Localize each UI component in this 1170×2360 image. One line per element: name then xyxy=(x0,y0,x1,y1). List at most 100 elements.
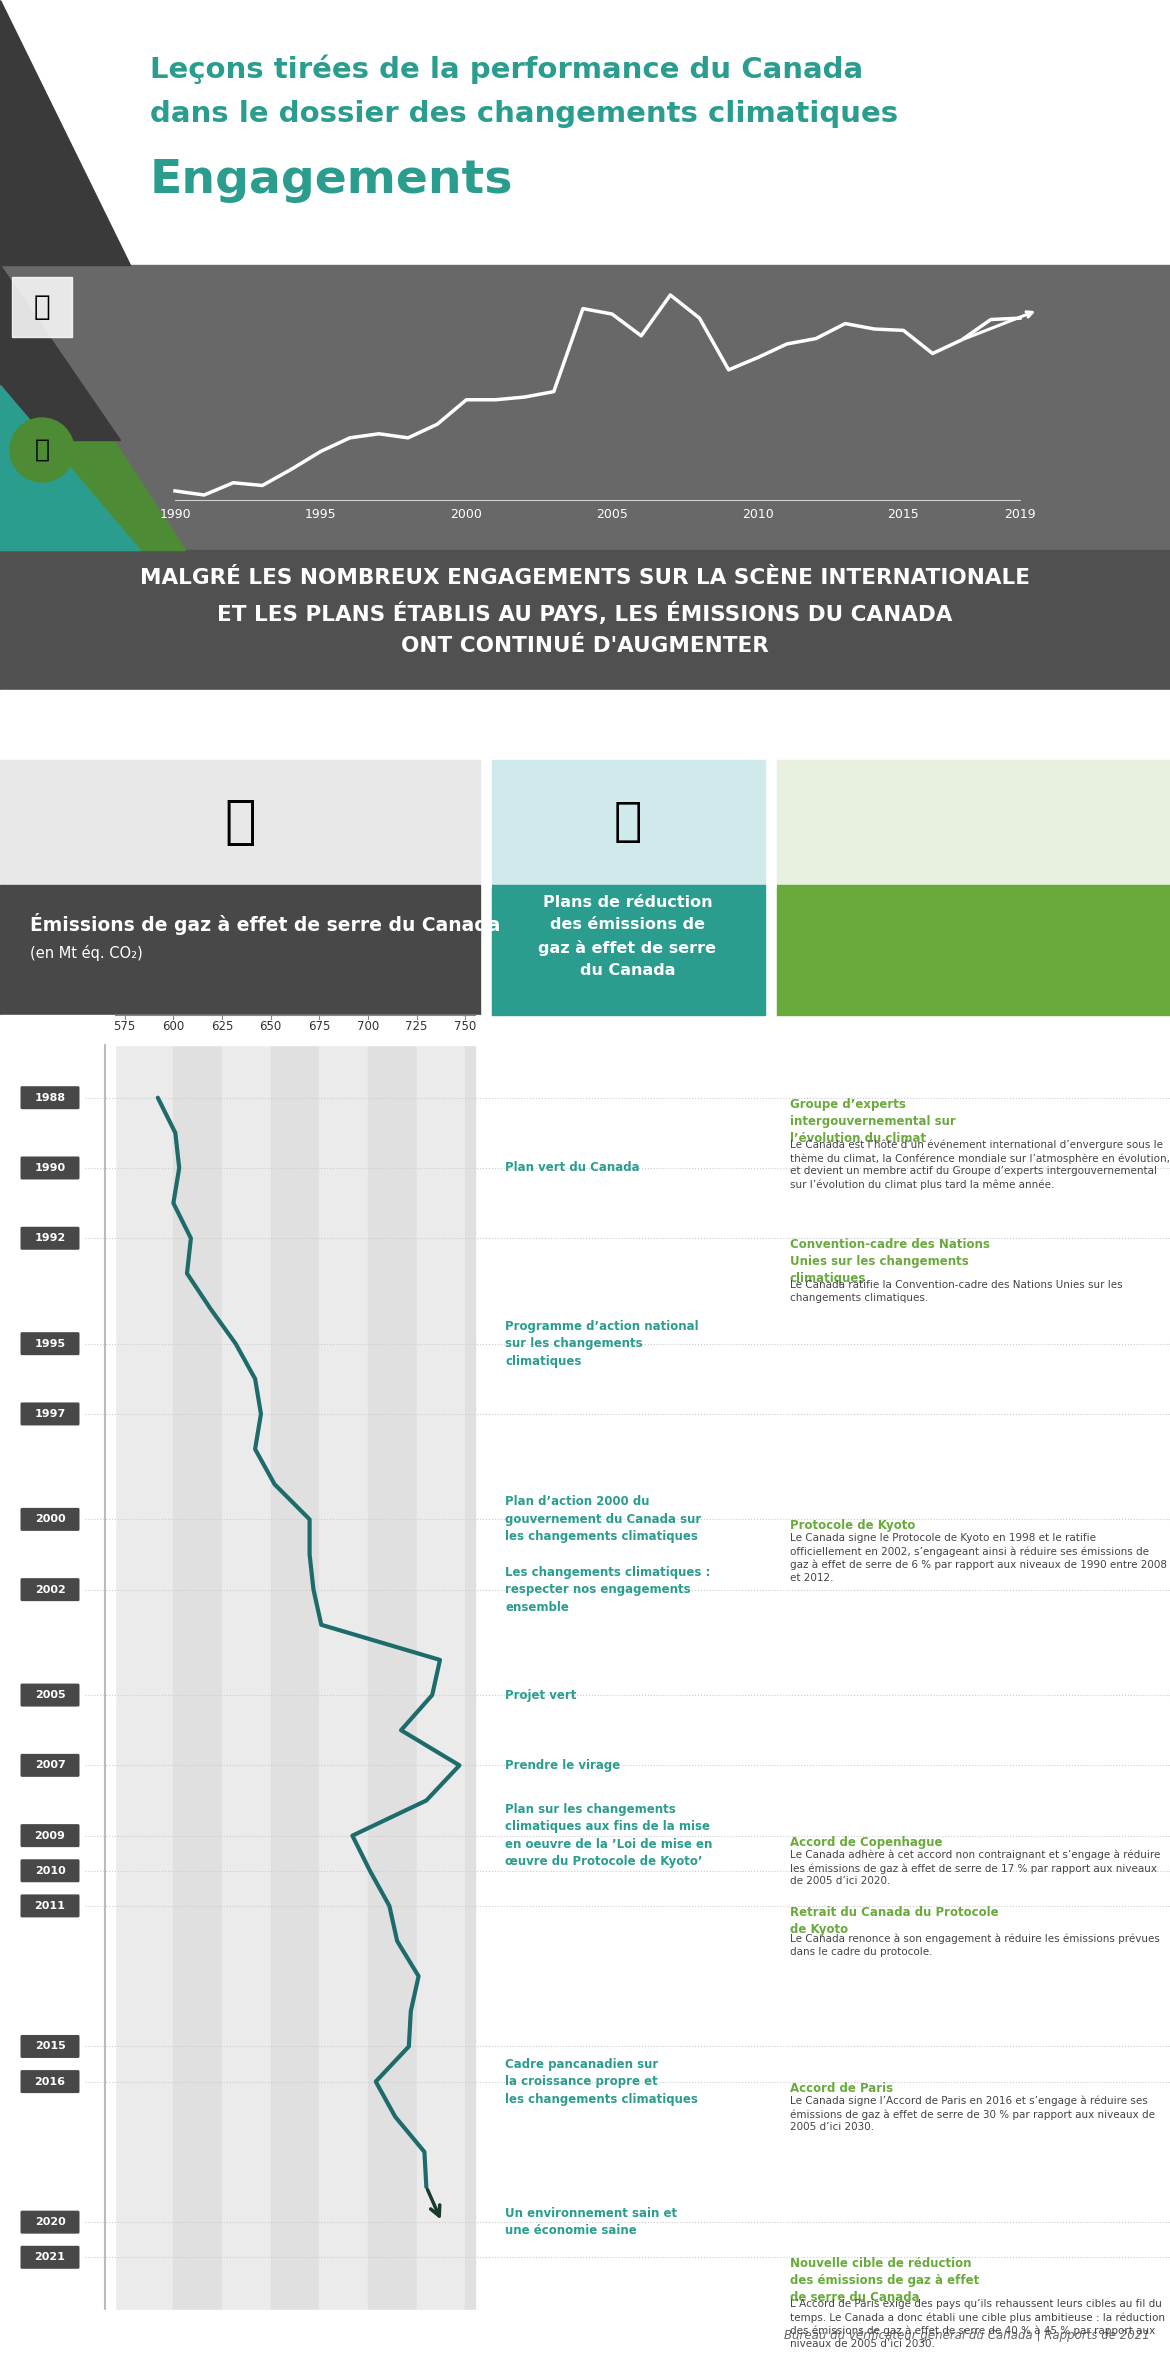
Bar xyxy=(115,1045,125,2310)
Text: 650: 650 xyxy=(260,1020,282,1034)
Text: Un environnement sain et
une économie saine: Un environnement sain et une économie sa… xyxy=(505,2207,677,2237)
Text: ONT CONTINUÉ D'AUGMENTER: ONT CONTINUÉ D'AUGMENTER xyxy=(401,635,769,656)
FancyBboxPatch shape xyxy=(21,1824,80,1848)
Text: Cadre pancanadien sur
la croissance propre et
les changements climatiques: Cadre pancanadien sur la croissance prop… xyxy=(505,2058,697,2105)
Text: Le Canada signe l’Accord de Paris en 2016 et s’engage à réduire ses émissions de: Le Canada signe l’Accord de Paris en 201… xyxy=(790,2096,1155,2133)
Bar xyxy=(319,1045,369,2310)
Text: Le Canada signe le Protocole de Kyoto en 1998 et le ratifie officiellement en 20: Le Canada signe le Protocole de Kyoto en… xyxy=(790,1534,1166,1584)
Polygon shape xyxy=(0,385,140,550)
Text: Groupe d’experts
intergouvernemental sur
l’évolution du climat: Groupe d’experts intergouvernemental sur… xyxy=(790,1097,956,1145)
Text: Retrait du Canada du Protocole
de Kyoto: Retrait du Canada du Protocole de Kyoto xyxy=(790,1907,999,1935)
Bar xyxy=(775,1045,1170,2310)
Bar xyxy=(125,1045,173,2310)
Text: MALGRÉ LES NOMBREUX ENGAGEMENTS SUR LA SCÈNE INTERNATIONALE: MALGRÉ LES NOMBREUX ENGAGEMENTS SUR LA S… xyxy=(140,569,1030,588)
Text: 2000: 2000 xyxy=(35,1515,66,1525)
Polygon shape xyxy=(0,264,121,439)
FancyBboxPatch shape xyxy=(21,2034,80,2058)
Text: (en Mt éq. CO₂): (en Mt éq. CO₂) xyxy=(30,944,143,961)
Polygon shape xyxy=(0,264,185,550)
Bar xyxy=(490,760,765,885)
Bar xyxy=(0,0,1170,264)
Text: Les changements climatiques :
respecter nos engagements
ensemble: Les changements climatiques : respecter … xyxy=(505,1565,710,1614)
Bar xyxy=(0,2310,1170,2360)
Text: 675: 675 xyxy=(308,1020,330,1034)
Text: 1992: 1992 xyxy=(34,1234,66,1244)
Text: 575: 575 xyxy=(113,1020,136,1034)
Bar xyxy=(466,1045,475,2310)
Text: 🎯: 🎯 xyxy=(613,800,641,845)
Text: Plan vert du Canada: Plan vert du Canada xyxy=(505,1161,640,1175)
Text: Plan sur les changements
climatiques aux fins de la mise
en oeuvre de la ’Loi de: Plan sur les changements climatiques aux… xyxy=(505,1803,713,1869)
Text: 2019: 2019 xyxy=(1004,507,1035,522)
Bar xyxy=(0,885,480,1015)
Text: 2020: 2020 xyxy=(35,2216,66,2228)
Text: 2002: 2002 xyxy=(35,1584,66,1595)
Circle shape xyxy=(11,418,74,481)
Text: 625: 625 xyxy=(211,1020,233,1034)
Text: 2021: 2021 xyxy=(35,2251,66,2263)
Bar xyxy=(490,885,765,1015)
Text: L’Accord de Paris exige des pays qu’ils rehaussent leurs cibles au fil du temps.: L’Accord de Paris exige des pays qu’ils … xyxy=(790,2299,1165,2348)
Bar xyxy=(173,1045,222,2310)
FancyBboxPatch shape xyxy=(21,1683,80,1706)
Text: 1988: 1988 xyxy=(34,1093,66,1102)
Bar xyxy=(0,264,1170,550)
Text: 2016: 2016 xyxy=(34,2077,66,2086)
FancyBboxPatch shape xyxy=(21,2070,80,2093)
Bar xyxy=(0,760,480,885)
Text: Le Canada renonce à son engagement à réduire les émissions prévues dans le cadre: Le Canada renonce à son engagement à réd… xyxy=(790,1933,1159,1956)
FancyBboxPatch shape xyxy=(21,1895,80,1916)
FancyBboxPatch shape xyxy=(21,1508,80,1532)
Text: 1990: 1990 xyxy=(159,507,191,522)
FancyBboxPatch shape xyxy=(21,1227,80,1251)
Bar xyxy=(270,1045,319,2310)
FancyBboxPatch shape xyxy=(21,1753,80,1777)
Polygon shape xyxy=(0,0,130,264)
Text: Accord de Paris: Accord de Paris xyxy=(790,2082,893,2096)
Text: 2007: 2007 xyxy=(35,1761,66,1770)
Bar xyxy=(0,1015,480,1045)
Text: 2009: 2009 xyxy=(35,1831,66,1841)
Text: 2015: 2015 xyxy=(888,507,920,522)
FancyBboxPatch shape xyxy=(21,1860,80,1883)
Text: Accord de Copenhague: Accord de Copenhague xyxy=(790,1836,943,1848)
Text: 2010: 2010 xyxy=(742,507,773,522)
Text: Nouvelle cible de réduction
des émissions de gaz à effet
de serre du Canada: Nouvelle cible de réduction des émission… xyxy=(790,2256,979,2303)
Text: 2015: 2015 xyxy=(35,2041,66,2051)
Text: Bureau du vérificateur général du Canada | Rapports de 2021: Bureau du vérificateur général du Canada… xyxy=(784,2329,1150,2341)
Text: 750: 750 xyxy=(454,1020,476,1034)
Text: Le Canada est l’hôte d’un événement international d’envergure sous le thème du c: Le Canada est l’hôte d’un événement inte… xyxy=(790,1140,1170,1189)
FancyBboxPatch shape xyxy=(21,1579,80,1600)
Text: Projet vert: Projet vert xyxy=(505,1687,577,1702)
FancyBboxPatch shape xyxy=(21,1402,80,1425)
Bar xyxy=(0,1045,115,2310)
Bar xyxy=(369,1045,417,2310)
Text: Plans de réduction
des émissions de
gaz à effet de serre
du Canada: Plans de réduction des émissions de gaz … xyxy=(538,894,716,977)
Bar xyxy=(775,885,1170,1015)
Text: 1995: 1995 xyxy=(34,1338,66,1348)
FancyBboxPatch shape xyxy=(21,1086,80,1109)
Text: 1990: 1990 xyxy=(34,1163,66,1173)
FancyBboxPatch shape xyxy=(21,2247,80,2268)
Text: 🌍: 🌍 xyxy=(34,439,49,463)
Bar xyxy=(0,689,1170,760)
Text: 2011: 2011 xyxy=(35,1900,66,1912)
Text: 2005: 2005 xyxy=(597,507,628,522)
Text: Protocole de Kyoto: Protocole de Kyoto xyxy=(790,1520,915,1532)
Bar xyxy=(12,276,73,337)
Text: 1995: 1995 xyxy=(305,507,337,522)
Bar xyxy=(222,1045,270,2310)
Text: 2010: 2010 xyxy=(35,1867,66,1876)
Text: Prendre le virage: Prendre le virage xyxy=(505,1758,620,1772)
Text: 1997: 1997 xyxy=(34,1409,66,1418)
Text: Le Canada adhère à cet accord non contraignant et s’engage à réduire les émissio: Le Canada adhère à cet accord non contra… xyxy=(790,1850,1161,1886)
Text: Programme d’action national
sur les changements
climatiques: Programme d’action national sur les chan… xyxy=(505,1319,698,1369)
Text: 🏭: 🏭 xyxy=(225,798,256,850)
Text: Le Canada ratifie la Convention-cadre des Nations Unies sur les changements clim: Le Canada ratifie la Convention-cadre de… xyxy=(790,1279,1123,1303)
Text: 700: 700 xyxy=(357,1020,379,1034)
FancyBboxPatch shape xyxy=(21,1156,80,1180)
Text: Leçons tirées de la performance du Canada: Leçons tirées de la performance du Canad… xyxy=(150,54,863,85)
Text: Engagements: Engagements xyxy=(150,158,514,203)
FancyBboxPatch shape xyxy=(21,2211,80,2233)
Text: Convention-cadre des Nations
Unies sur les changements
climatiques: Convention-cadre des Nations Unies sur l… xyxy=(790,1239,990,1286)
